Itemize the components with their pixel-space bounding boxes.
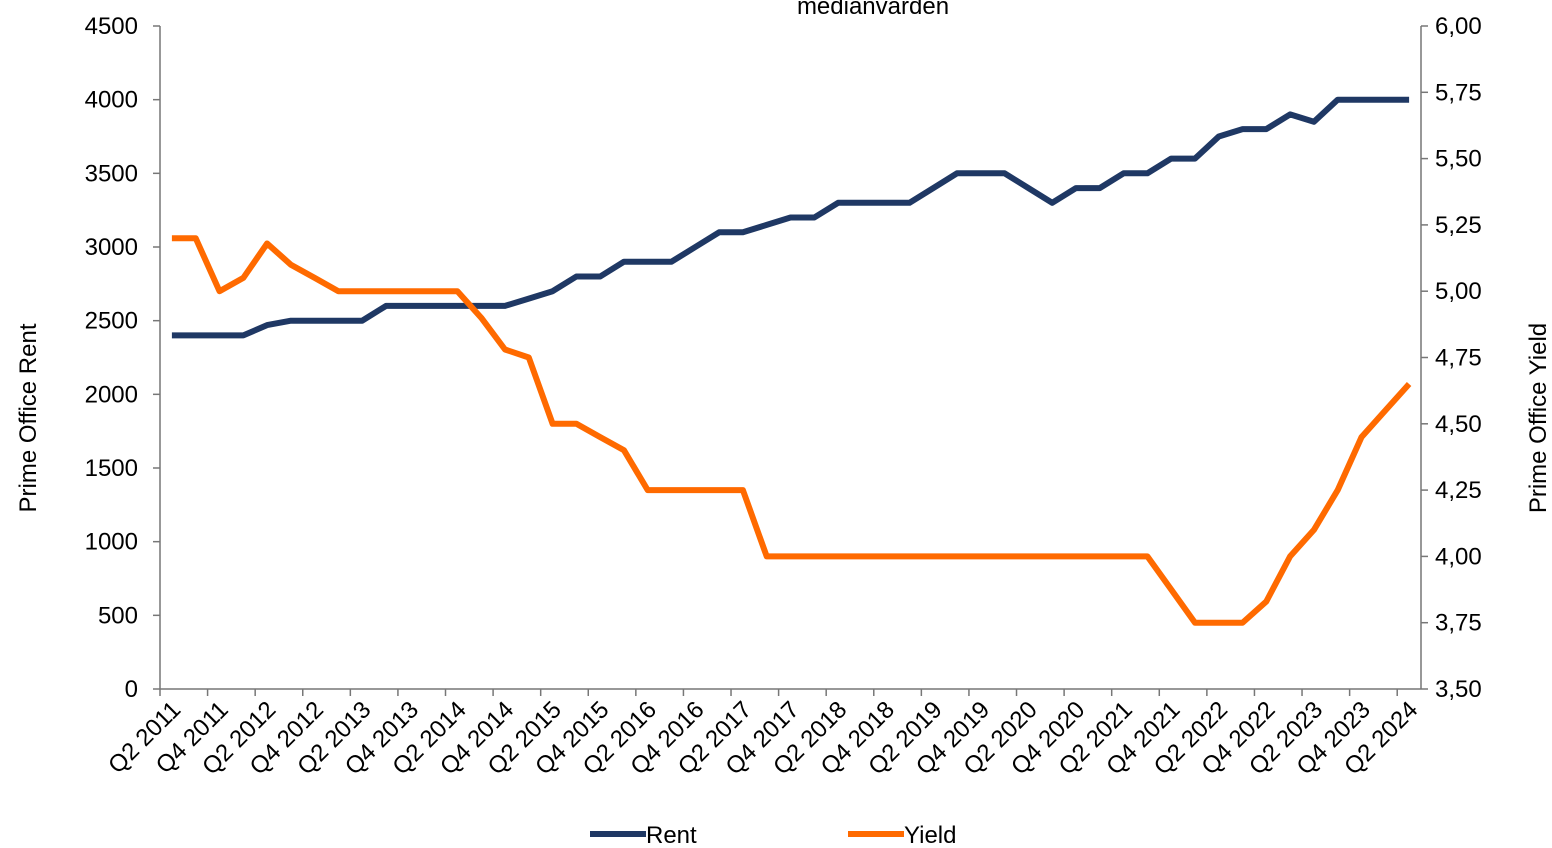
y2-tick-label: 3,50 (1435, 676, 1482, 703)
y-tick-label: 1000 (85, 529, 138, 556)
chart-title: medianvärden (797, 0, 949, 20)
y2-tick-label: 4,75 (1435, 345, 1482, 372)
y-tick-label: 4000 (85, 87, 138, 114)
y2-tick-label: 4,00 (1435, 543, 1482, 570)
legend-label: Rent (646, 822, 697, 848)
y-tick-label: 2000 (85, 381, 138, 408)
y2-tick-label: 3,75 (1435, 610, 1482, 637)
y-tick-label: 0 (125, 676, 138, 703)
y2-tick-label: 4,50 (1435, 411, 1482, 438)
legend-label: Yield (904, 822, 956, 848)
series-line (171, 96, 1410, 339)
series-line (171, 235, 1412, 626)
y-tick-label: 1500 (85, 455, 138, 482)
y-tick-label: 4500 (85, 13, 138, 40)
y2-tick-label: 6,00 (1435, 13, 1482, 40)
y2-tick-label: 5,75 (1435, 79, 1482, 106)
y2-tick-label: 5,25 (1435, 212, 1482, 239)
y-tick-label: 3000 (85, 234, 138, 261)
y2-tick-label: 5,00 (1435, 278, 1482, 305)
y2-axis-label: Prime Office Yield (1525, 323, 1552, 513)
y-tick-label: 2500 (85, 308, 138, 335)
y2-tick-label: 4,25 (1435, 477, 1482, 504)
y-axis-label: Prime Office Rent (15, 323, 42, 512)
y2-tick-label: 5,50 (1435, 146, 1482, 173)
y-tick-label: 500 (98, 602, 138, 629)
y-tick-label: 3500 (85, 160, 138, 187)
